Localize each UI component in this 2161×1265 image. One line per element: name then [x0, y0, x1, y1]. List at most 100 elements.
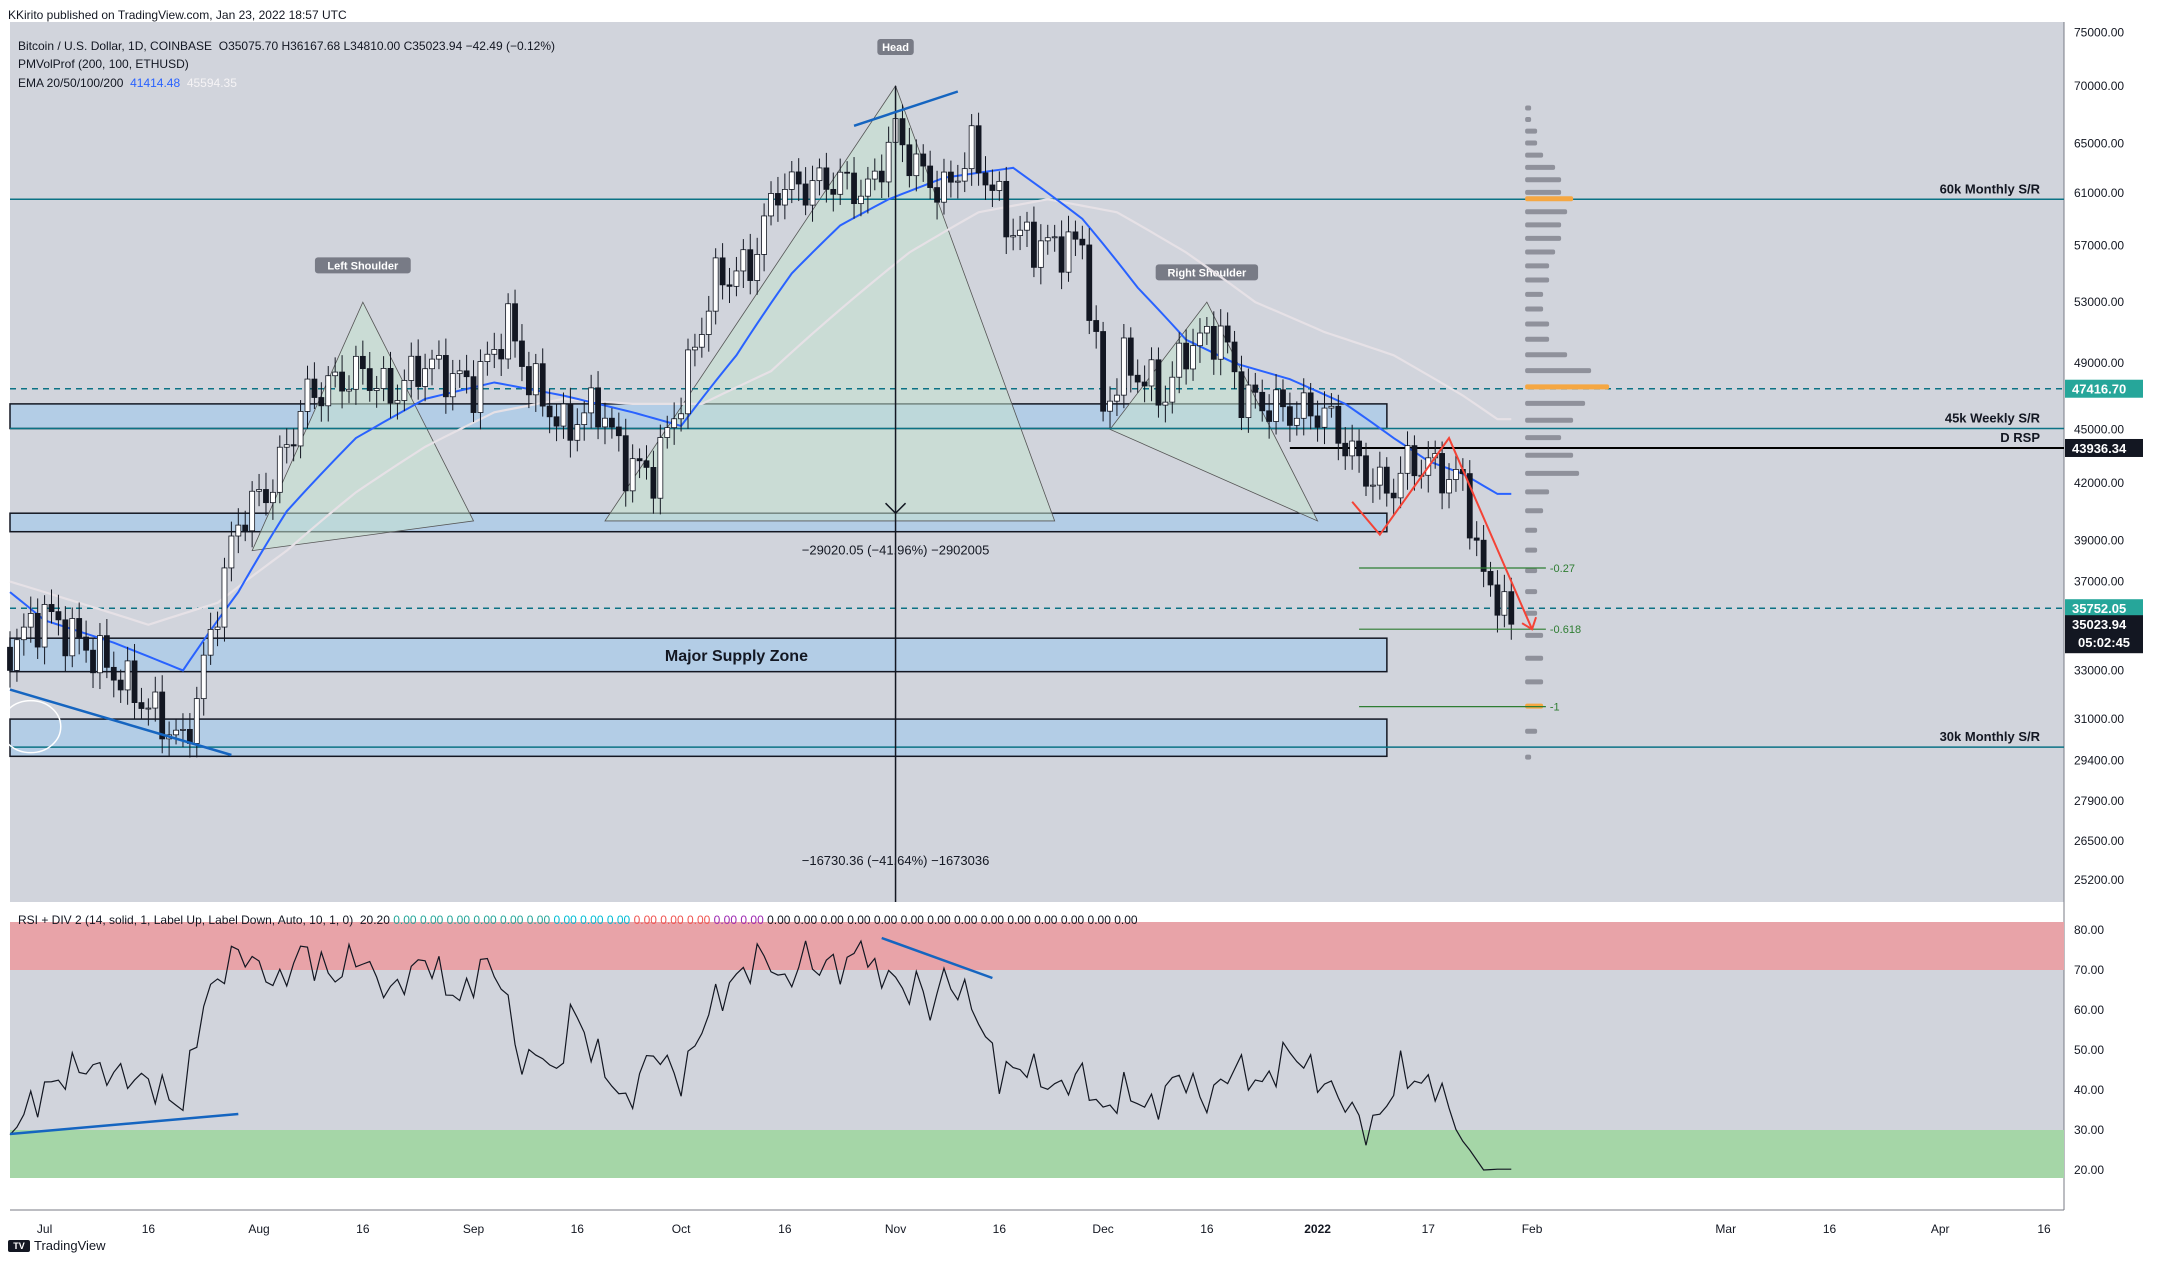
volume-profile-bar [1525, 164, 1556, 170]
volume-profile-bar [1525, 189, 1562, 195]
price-candle [795, 171, 802, 185]
volume-profile-bar [1525, 105, 1532, 111]
volume-profile-bar [1525, 589, 1538, 595]
rsi-legend-value-19: 0.00 [897, 913, 924, 927]
price-candle [1148, 359, 1155, 387]
time-tick-label: 16 [571, 1222, 585, 1236]
price-candle [498, 349, 505, 360]
price-candle [726, 284, 733, 287]
price-candle [117, 679, 124, 691]
price-candle [878, 170, 885, 183]
price-candle [885, 141, 892, 183]
pattern-label-bg [314, 257, 411, 274]
highlight-ellipse [0, 699, 62, 754]
volume-profile-bar [1525, 368, 1592, 374]
price-candle [920, 153, 927, 167]
ema20-value: 41414.48 [130, 76, 181, 90]
ohlc-values: O35075.70 H36167.68 L34810.00 C35023.94 … [218, 39, 556, 53]
price-candle [1065, 231, 1072, 273]
time-tick-label: Feb [1522, 1222, 1543, 1236]
price-tick-label: 53000.00 [2074, 295, 2124, 309]
price-candle [339, 371, 345, 392]
price-candle [546, 405, 553, 418]
volume-profile-bar [1525, 291, 1544, 297]
price-candle [325, 375, 332, 407]
price-candle [906, 144, 913, 177]
price-candle [228, 535, 235, 569]
price-candle [747, 249, 754, 281]
price-candle [947, 171, 954, 183]
rsi-legend-extra-values: 0.00 0.00 0.00 0.00 0.00 0.00 0.00 0.00 … [393, 913, 1137, 927]
price-candle [678, 413, 684, 420]
price-tick-label: 37000.00 [2074, 575, 2124, 589]
price-candle [491, 349, 498, 355]
rsi-legend-value-17: 0.00 [843, 913, 871, 927]
rsi-legend-title: RSI + DIV 2 (14, solid, 1, Label Up, Lab… [18, 913, 354, 927]
price-candle [1100, 331, 1107, 412]
price-candle [913, 153, 920, 177]
price-candle [436, 355, 442, 360]
price-candle [207, 629, 214, 656]
rsi-legend-value-6: 0.00 [550, 913, 577, 927]
price-axis-tag-text: 47416.70 [2072, 382, 2126, 397]
time-tick-label: 16 [356, 1222, 370, 1236]
ema50-line [9, 198, 1512, 626]
price-axis-tag-text: 43936.34 [2072, 441, 2127, 456]
price-candle [864, 178, 871, 197]
time-tick-label: Oct [672, 1222, 691, 1236]
price-candle [608, 417, 615, 428]
price-candle [927, 165, 934, 188]
price-tick-label: 26500.00 [2074, 834, 2124, 848]
price-candle [733, 270, 740, 287]
price-candle [1072, 231, 1079, 240]
price-candle [719, 257, 726, 286]
volume-profile-bar [1525, 263, 1550, 269]
divergence-line [9, 688, 232, 757]
rsi-legend-value: 20.20 [359, 913, 390, 927]
price-axis-tag-text: 35023.94 [2072, 617, 2127, 632]
price-candle [1010, 235, 1017, 238]
volume-profile-bar [1525, 527, 1538, 533]
price-candle [1252, 384, 1259, 393]
volume-profile-bar [1525, 140, 1538, 146]
price-candle [1141, 381, 1148, 387]
price-axis-tag-text: 35752.05 [2072, 601, 2126, 616]
price-candle [622, 435, 629, 492]
price-candle [602, 417, 608, 428]
price-candle [1404, 445, 1411, 474]
price-candle [1439, 453, 1446, 494]
price-candle [1411, 445, 1418, 477]
pattern-label-bg [1155, 264, 1259, 281]
pattern-label: Left Shoulder [327, 260, 399, 272]
price-candle [463, 370, 470, 378]
footer-branding: TV TradingView [8, 1238, 106, 1253]
rsi-legend-value-1: 0.00 [416, 913, 444, 927]
price-candle [934, 187, 940, 203]
price-axis-tag [2065, 599, 2143, 618]
price-candle [76, 618, 83, 638]
time-tick-label: Jul [37, 1222, 52, 1236]
price-candle [1273, 389, 1279, 422]
volume-profile-bar [1525, 321, 1550, 327]
price-candle [961, 168, 968, 182]
time-tick-label: 17 [1422, 1222, 1436, 1236]
price-candle [1197, 332, 1203, 347]
volume-profile-bar [1525, 655, 1544, 661]
price-candle [1286, 406, 1293, 426]
sr-level-label: 45k Weekly S/R [1945, 411, 2041, 426]
price-axis-countdown: 05:02:45 [2078, 635, 2130, 650]
price-candle [851, 172, 857, 205]
price-candle [1224, 325, 1231, 343]
rsi-tick-label: 50.00 [2074, 1043, 2104, 1057]
volume-profile-bar [1525, 177, 1562, 183]
price-candle [1487, 571, 1494, 586]
price-candle [110, 666, 117, 681]
time-tick-label: 16 [993, 1222, 1007, 1236]
price-candle [131, 660, 138, 703]
price-candle [1107, 400, 1113, 412]
price-tick-label: 61000.00 [2074, 186, 2124, 200]
price-tick-label: 65000.00 [2074, 137, 2124, 151]
rsi-tick-label: 80.00 [2074, 923, 2104, 937]
measure-label: −29020.05 (−41.96%) −2902005 [802, 543, 990, 558]
